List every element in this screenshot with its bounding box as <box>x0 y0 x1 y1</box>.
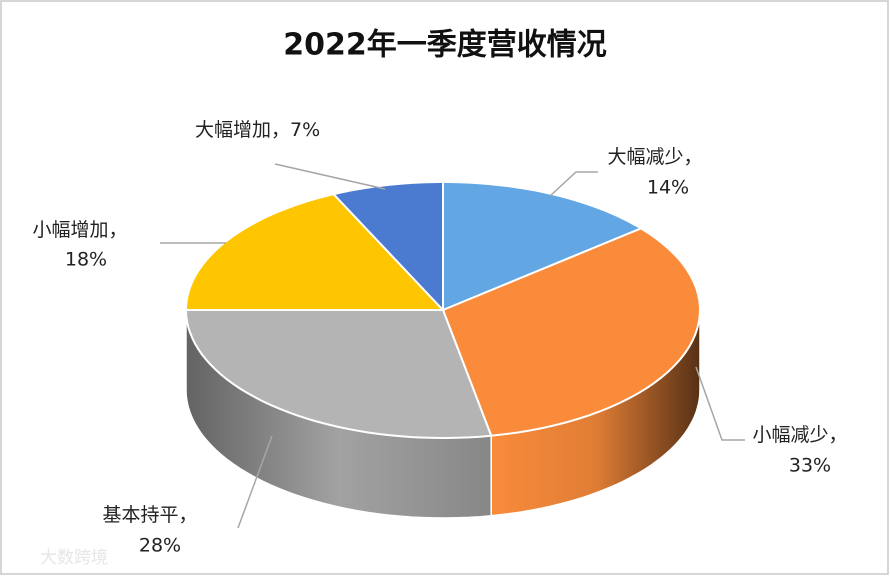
watermark: 大数跨境 <box>40 548 108 568</box>
slice <box>331 181 444 313</box>
leader-line <box>274 163 386 190</box>
separator: ， <box>271 119 290 141</box>
data-label: 大幅减少， <box>607 146 702 168</box>
separator: ， <box>684 146 703 168</box>
leader-line <box>237 435 273 529</box>
category-label: 基本持平 <box>102 504 178 526</box>
category-label: 大幅减少 <box>607 146 683 168</box>
category-label: 小幅增加 <box>32 219 108 241</box>
separator: ， <box>829 424 848 446</box>
value-label: 14% <box>647 177 689 199</box>
leader-line <box>695 366 745 441</box>
chart-title: 2022年一季度营收情况 <box>283 28 607 63</box>
slice <box>441 227 702 437</box>
value-label: 7% <box>290 119 320 141</box>
separator: ， <box>179 504 198 526</box>
category-label: 小幅减少 <box>752 424 828 446</box>
data-label: 小幅减少， <box>752 424 847 446</box>
value-label: 28% <box>139 535 181 557</box>
separator: ， <box>109 219 128 241</box>
leader-line <box>549 171 598 197</box>
slice <box>184 193 446 311</box>
category-label: 大幅增加 <box>195 119 271 141</box>
data-label: 大幅增加，7% <box>195 119 320 141</box>
value-label: 33% <box>789 455 831 477</box>
value-label: 18% <box>65 249 107 271</box>
slice <box>184 309 493 440</box>
data-label: 基本持平， <box>102 504 197 526</box>
data-label: 小幅增加， <box>32 219 127 241</box>
